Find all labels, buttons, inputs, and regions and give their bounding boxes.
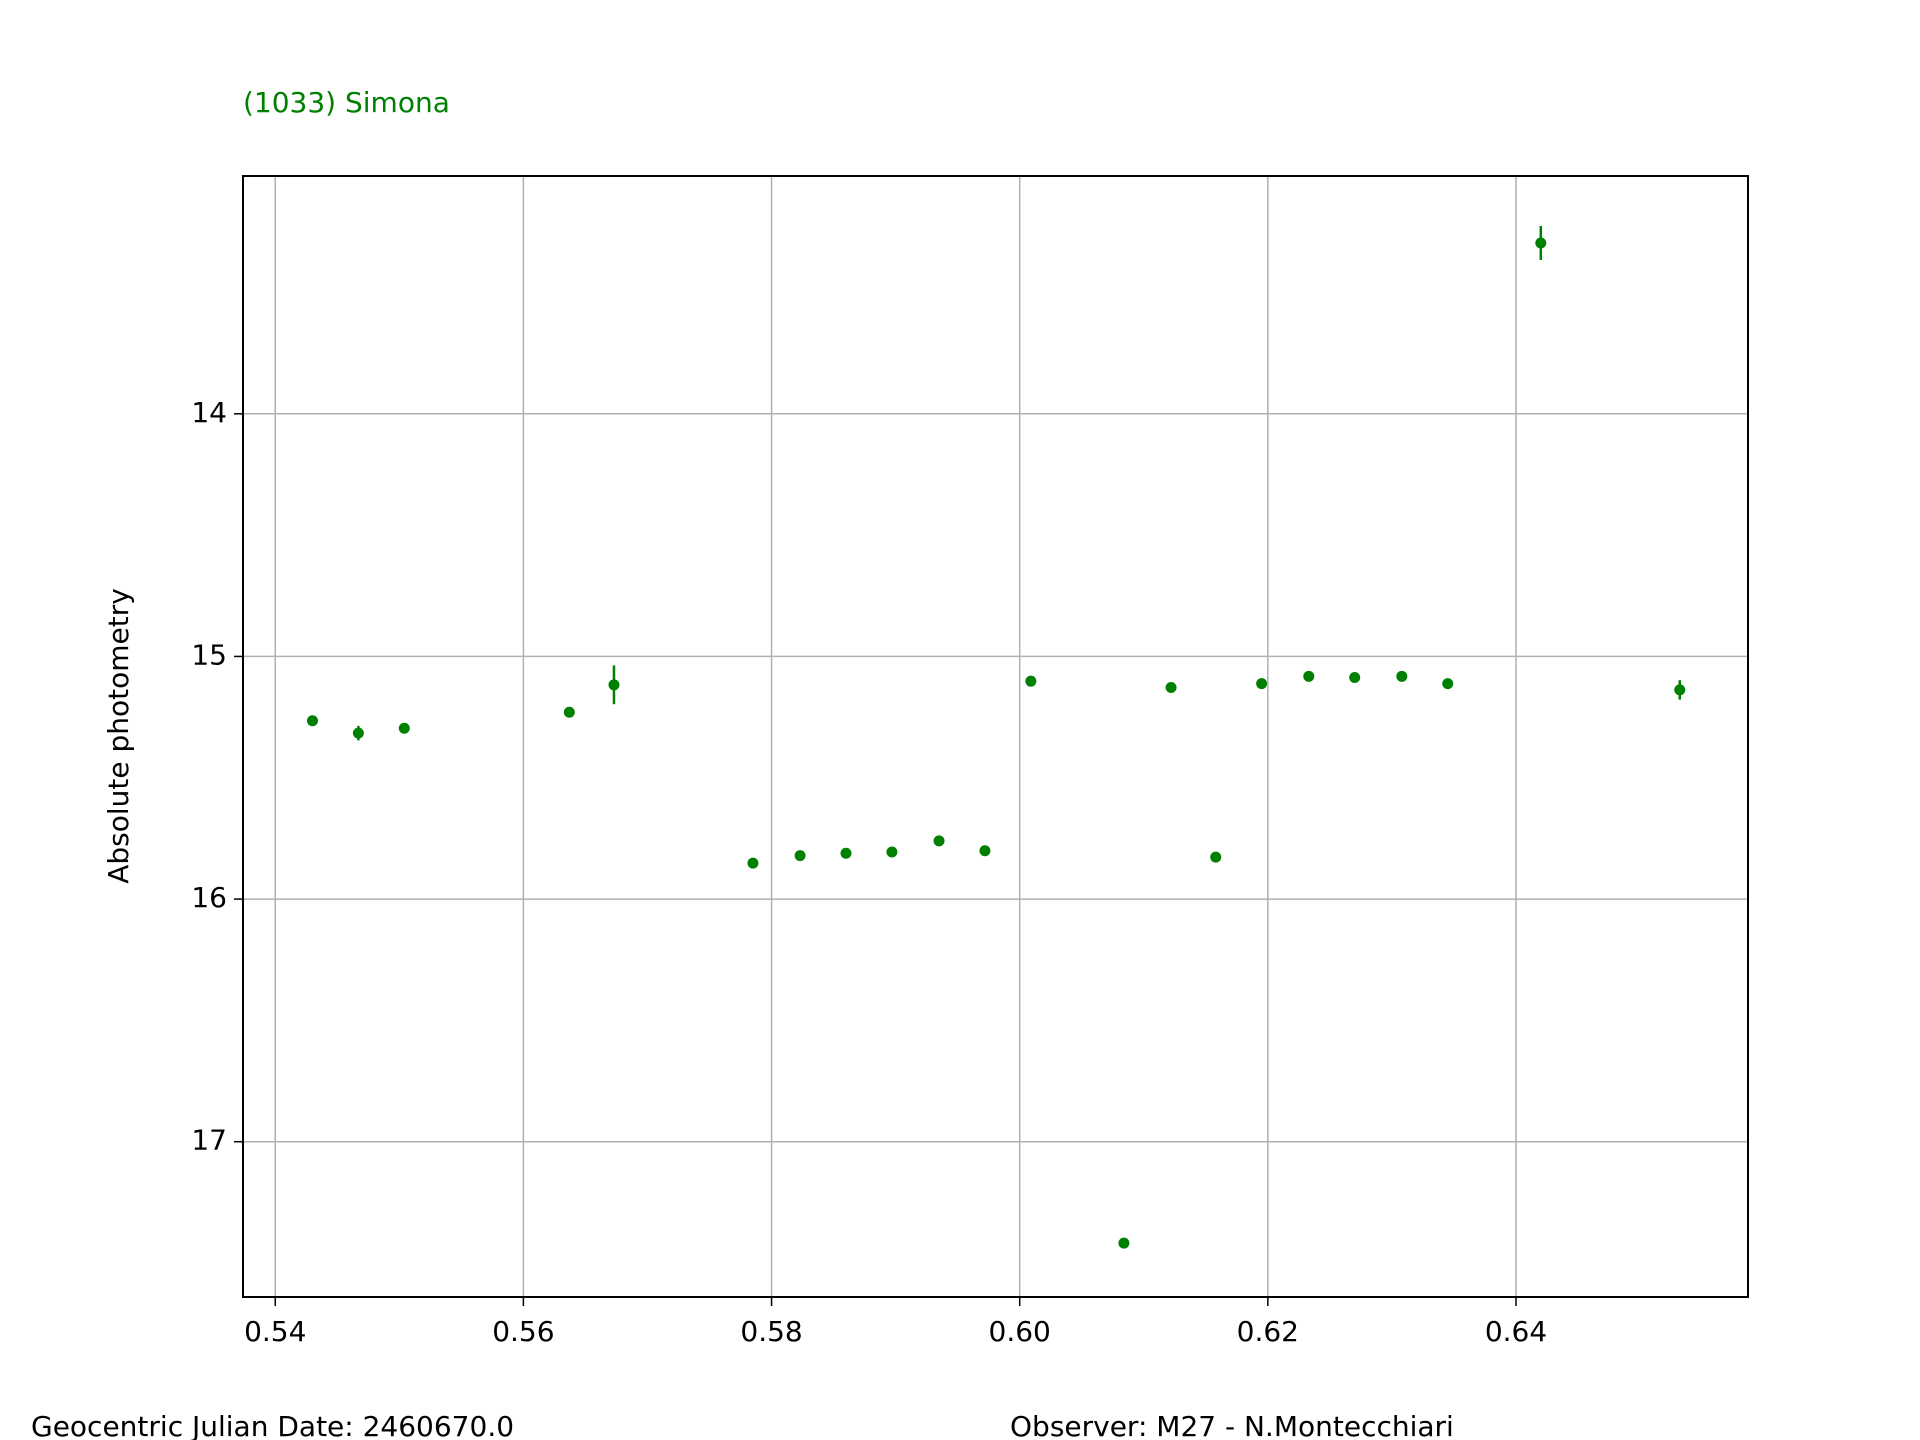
data-point [306,715,318,727]
data-point [1674,684,1686,696]
data-point [1118,1237,1130,1249]
data-point [979,845,991,857]
y-tick-label: 17 [191,1124,227,1157]
y-tick-label: 16 [191,881,227,914]
data-point [563,706,575,718]
footer-left: Geocentric Julian Date: 2460670.0 [31,1410,514,1440]
x-tick-label: 0.54 [244,1315,306,1348]
y-tick-label: 14 [191,396,227,429]
data-point [840,847,852,859]
x-tick-label: 0.60 [989,1315,1051,1348]
data-point [352,727,364,739]
plot-frame [242,175,1749,1298]
data-point [1535,237,1547,249]
data-point [886,846,898,858]
data-point [933,835,945,847]
x-tick-label: 0.64 [1485,1315,1547,1348]
data-point [1396,670,1408,682]
data-point [794,850,806,862]
data-point [398,722,410,734]
data-point [1256,678,1268,690]
y-axis-label: Absolute photometry [102,588,135,884]
data-point [1442,678,1454,690]
footer-right: Observer: M27 - N.Montecchiari [1010,1410,1454,1440]
data-point [747,857,759,869]
chart-title: (1033) Simona [243,86,450,119]
x-tick-label: 0.62 [1237,1315,1299,1348]
x-tick-label: 0.58 [740,1315,802,1348]
data-point [1210,851,1222,863]
data-point [608,679,620,691]
x-tick-label: 0.56 [492,1315,554,1348]
data-point [1165,681,1177,693]
data-point [1303,670,1315,682]
data-point [1025,675,1037,687]
y-tick-label: 15 [191,638,227,671]
data-point [1349,672,1361,684]
